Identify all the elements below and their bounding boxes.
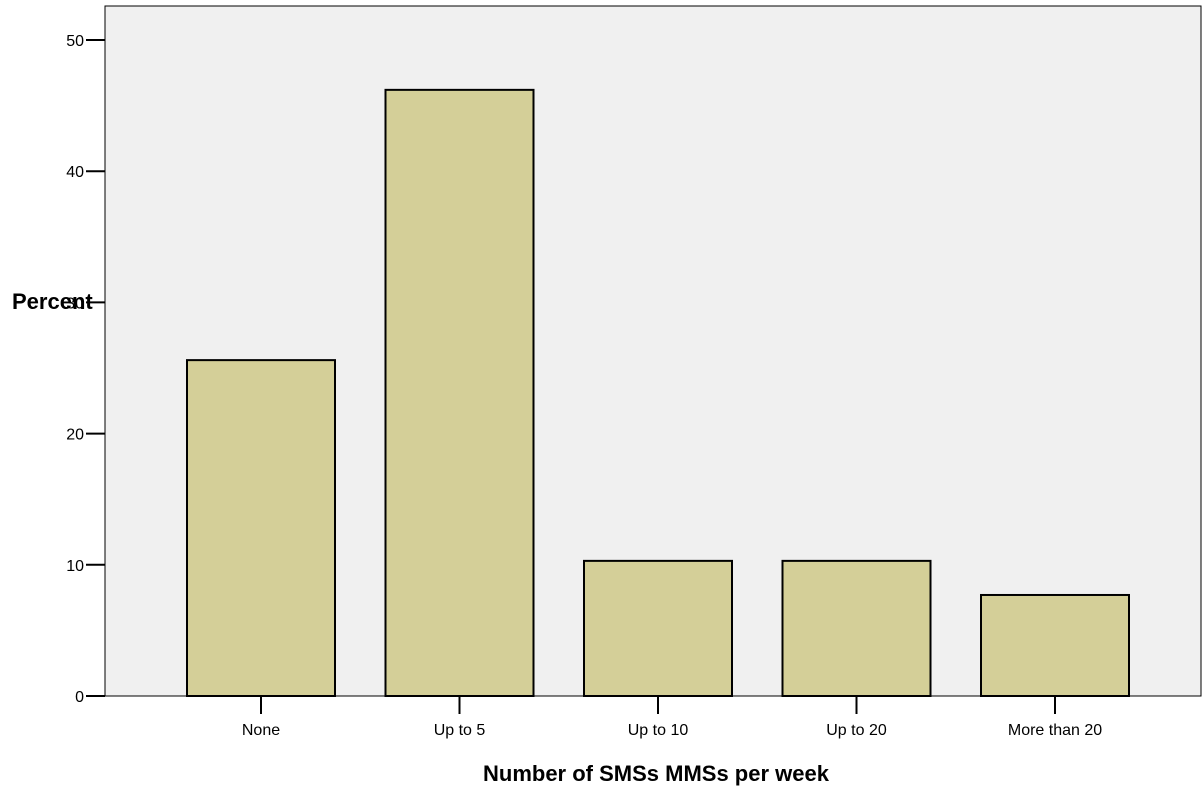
x-axis-title: Number of SMSs MMSs per week [483, 761, 830, 786]
bar [583, 559, 733, 698]
bar [980, 593, 1130, 698]
bar [781, 559, 932, 698]
x-tick-label: None [242, 722, 280, 739]
y-axis: 0 10 20 30 40 50 [66, 33, 105, 706]
x-tick-label: Up to 5 [434, 722, 486, 739]
y-tick-label: 20 [66, 427, 84, 444]
bars [186, 88, 1130, 698]
x-tick-label: Up to 10 [628, 722, 689, 739]
bar [384, 88, 535, 697]
y-tick-label: 30 [66, 295, 84, 312]
bar [186, 359, 336, 697]
y-tick-label: 50 [66, 33, 84, 50]
x-tick-label: More than 20 [1008, 722, 1102, 739]
x-tick-label: Up to 20 [826, 722, 887, 739]
y-tick-label: 40 [66, 164, 84, 181]
y-tick-label: 10 [66, 558, 84, 575]
y-tick-label: 0 [75, 689, 84, 706]
y-axis-title: Percent [12, 289, 93, 314]
x-axis: None Up to 5 Up to 10 Up to 20 More than 20 [242, 696, 1102, 739]
